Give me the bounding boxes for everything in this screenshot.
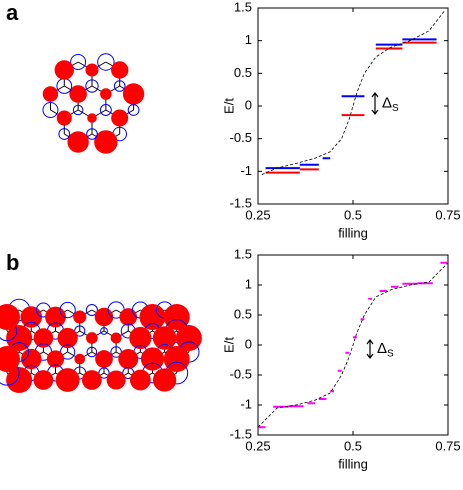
y-tick-label: 1 (245, 276, 252, 291)
series-line (258, 261, 448, 429)
site-filled (118, 348, 139, 370)
site-open (98, 367, 110, 379)
y-tick-label: -1 (240, 396, 252, 411)
site-filled (73, 310, 87, 324)
site-filled (57, 327, 78, 349)
site-open (99, 104, 112, 116)
site-filled (139, 304, 166, 330)
site-filled (106, 370, 126, 390)
site-open (86, 128, 98, 140)
lattice-diagrams (0, 53, 202, 393)
site-filled (20, 306, 42, 328)
site-filled (152, 326, 177, 350)
y-tick-label: -0.5 (230, 130, 252, 145)
site-filled (94, 307, 114, 327)
site-filled (100, 88, 112, 100)
annotation-subscript: S (387, 349, 394, 360)
y-tick-label: 1.5 (234, 246, 252, 261)
x-axis-label: filling (338, 456, 368, 471)
site-open (86, 346, 98, 358)
y-tick-label: -1.5 (230, 426, 252, 441)
series-line (261, 11, 445, 175)
series-line (257, 262, 449, 428)
site-filled (85, 63, 99, 77)
site-open (72, 104, 84, 116)
x-tick-label: 0.5 (344, 438, 362, 453)
annotation-subscript: S (392, 103, 399, 114)
y-tick-label: 0.5 (234, 306, 252, 321)
site-filled (33, 328, 54, 348)
y-tick-label: 0.5 (234, 65, 252, 80)
y-tick-label: 1.5 (234, 0, 252, 14)
annotation: Δ (377, 340, 387, 357)
site-open (127, 104, 140, 116)
panel-label: b (6, 250, 19, 275)
site-filled (152, 368, 177, 392)
y-tick-label: 1 (245, 32, 252, 47)
site-filled (95, 350, 113, 368)
site-open (100, 327, 108, 335)
site-filled (67, 131, 89, 153)
site-open (70, 54, 87, 70)
site-filled (69, 85, 87, 103)
panel-label: a (6, 0, 19, 25)
annotation-arrow (366, 339, 374, 359)
site-filled (86, 332, 98, 344)
x-tick-label: 0.25 (245, 438, 270, 453)
site-filled (55, 368, 80, 392)
y-tick-label: -1.5 (230, 195, 252, 210)
x-tick-label: 0.25 (245, 207, 270, 222)
y-tick-label: 0 (245, 97, 252, 112)
site-filled (45, 306, 66, 328)
series-line (265, 38, 437, 170)
annotation: Δ (382, 94, 392, 111)
site-filled (110, 332, 122, 344)
site-filled (0, 304, 21, 330)
site-filled (129, 326, 152, 350)
site-filled (111, 109, 129, 127)
site-filled (21, 348, 42, 370)
site-filled (0, 346, 21, 372)
x-tick-label: 0.5 (344, 207, 362, 222)
site-filled (81, 370, 102, 390)
site-open (59, 301, 76, 319)
site-filled (87, 113, 97, 123)
site-filled (94, 130, 118, 154)
y-axis-label: E/t (221, 337, 236, 353)
site-filled (111, 61, 129, 79)
site-filled (122, 83, 145, 105)
site-filled (56, 110, 72, 126)
series-line (265, 41, 437, 174)
site-open (85, 79, 99, 93)
x-axis-label: filling (338, 225, 368, 240)
site-filled (163, 304, 190, 330)
site-open (97, 53, 115, 71)
site-filled (119, 308, 138, 326)
x-tick-label: 0.75 (435, 207, 460, 222)
site-filled (42, 86, 59, 102)
annotation-arrow (371, 92, 379, 115)
site-filled (6, 367, 33, 393)
site-filled (54, 60, 74, 80)
y-tick-label: -0.5 (230, 366, 252, 381)
site-open (113, 80, 126, 92)
site-open (58, 128, 71, 140)
site-open (85, 303, 98, 317)
y-tick-label: 0 (245, 336, 252, 351)
y-axis-label: E/t (221, 98, 236, 114)
site-filled (46, 350, 65, 368)
site-filled (33, 370, 54, 390)
site-filled (130, 369, 151, 391)
y-tick-label: -1 (240, 163, 252, 178)
plot-frame (257, 7, 449, 205)
x-tick-label: 0.75 (435, 438, 460, 453)
site-filled (74, 353, 86, 365)
site-open (42, 102, 59, 118)
site-filled (163, 346, 190, 372)
